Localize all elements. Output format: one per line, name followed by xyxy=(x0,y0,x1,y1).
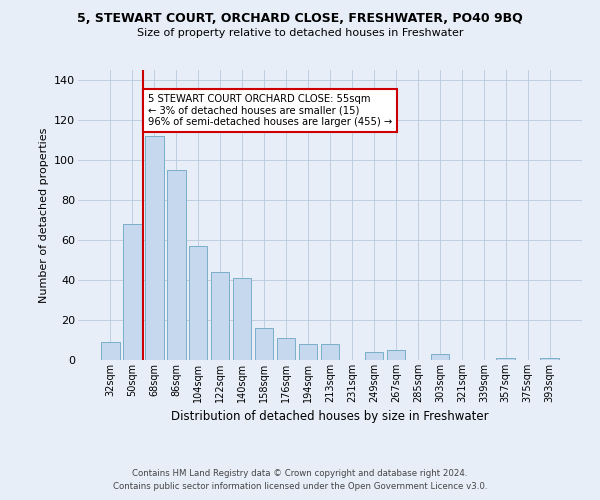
Bar xyxy=(189,246,208,360)
Bar xyxy=(365,352,383,360)
Text: 5, STEWART COURT, ORCHARD CLOSE, FRESHWATER, PO40 9BQ: 5, STEWART COURT, ORCHARD CLOSE, FRESHWA… xyxy=(77,12,523,26)
Bar xyxy=(101,342,119,360)
Bar xyxy=(255,328,274,360)
Bar xyxy=(211,272,229,360)
Bar xyxy=(431,354,449,360)
Bar xyxy=(123,224,142,360)
Text: Contains HM Land Registry data © Crown copyright and database right 2024.: Contains HM Land Registry data © Crown c… xyxy=(132,468,468,477)
X-axis label: Distribution of detached houses by size in Freshwater: Distribution of detached houses by size … xyxy=(171,410,489,424)
Bar xyxy=(320,344,340,360)
Bar xyxy=(233,278,251,360)
Bar xyxy=(541,358,559,360)
Bar xyxy=(277,338,295,360)
Bar xyxy=(145,136,164,360)
Bar xyxy=(386,350,405,360)
Text: Contains public sector information licensed under the Open Government Licence v3: Contains public sector information licen… xyxy=(113,482,487,491)
Text: Size of property relative to detached houses in Freshwater: Size of property relative to detached ho… xyxy=(137,28,463,38)
Bar xyxy=(299,344,317,360)
Text: 5 STEWART COURT ORCHARD CLOSE: 55sqm
← 3% of detached houses are smaller (15)
96: 5 STEWART COURT ORCHARD CLOSE: 55sqm ← 3… xyxy=(148,94,392,127)
Bar xyxy=(496,358,515,360)
Y-axis label: Number of detached properties: Number of detached properties xyxy=(38,128,49,302)
Bar xyxy=(167,170,185,360)
